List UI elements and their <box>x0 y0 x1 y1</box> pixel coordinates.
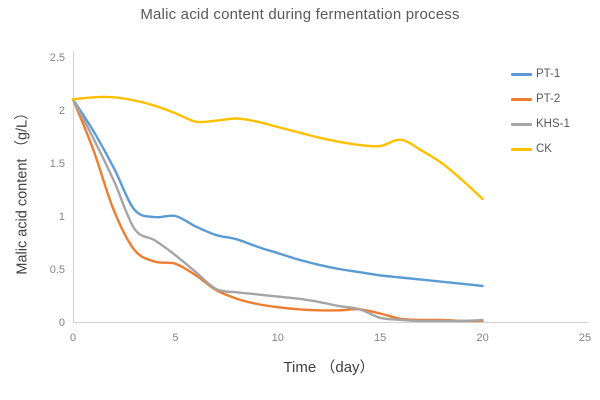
legend-label: PT-2 <box>536 92 561 105</box>
legend-label: KHS-1 <box>536 117 570 130</box>
legend-swatch-PT-1 <box>511 73 532 76</box>
legend-item-PT-1: PT-1 <box>511 62 570 87</box>
chart-title: Malic acid content during fermentation p… <box>140 6 460 23</box>
legend-swatch-KHS-1 <box>511 123 532 126</box>
legend-item-PT-2: PT-2 <box>511 87 570 112</box>
x-tick-label: 15 <box>374 332 386 344</box>
series-line-CK <box>71 95 484 201</box>
y-tick-label: 2 <box>59 105 65 117</box>
x-tick-label: 20 <box>476 332 488 344</box>
legend-item-CK: CK <box>511 137 570 162</box>
y-tick-label: 2.5 <box>50 52 65 64</box>
legend-item-KHS-1: KHS-1 <box>511 112 570 137</box>
legend-label: PT-1 <box>536 67 561 80</box>
series-line-PT-1 <box>71 98 484 288</box>
series-line-KHS-1 <box>71 98 484 323</box>
x-tick-label: 5 <box>172 332 178 344</box>
legend-swatch-PT-2 <box>511 98 532 101</box>
x-axis-title: Time （day） <box>283 359 375 376</box>
y-tick-label: 1.5 <box>50 158 65 170</box>
legend-swatch-CK <box>511 148 532 151</box>
legend-label: CK <box>536 142 552 155</box>
x-tick-label: 10 <box>272 332 284 344</box>
legend: PT-1 PT-2 KHS-1 CK <box>511 62 570 162</box>
x-tick-label: 25 <box>579 332 591 344</box>
x-tick-label: 0 <box>70 332 76 344</box>
y-tick-label: 1 <box>59 211 65 223</box>
y-tick-label: 0.5 <box>50 264 65 276</box>
y-tick-label: 0 <box>59 317 65 329</box>
